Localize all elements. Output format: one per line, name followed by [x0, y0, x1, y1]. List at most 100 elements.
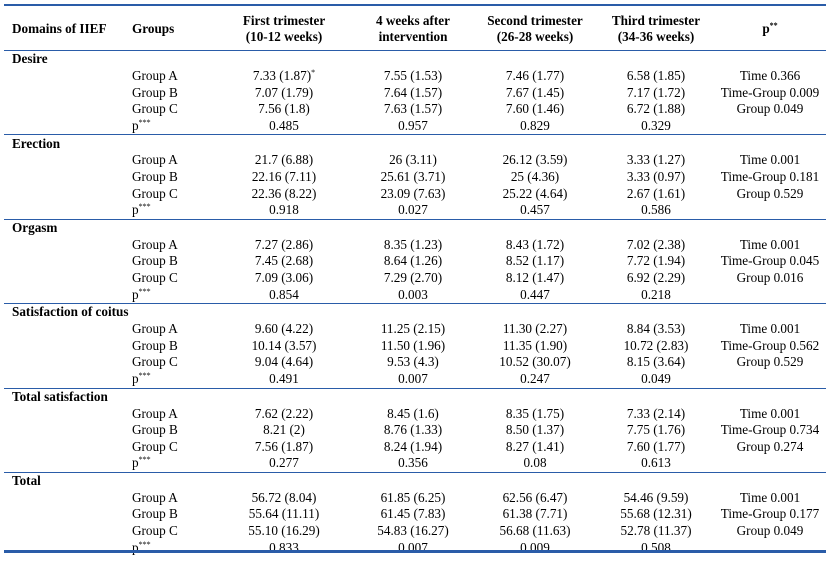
first-trimester-cell: 7.27 (2.86) [254, 236, 314, 252]
between-group-p-cell: 0.957 [398, 117, 428, 133]
p-value-row: p*** 0.918 0.027 0.457 0.586 [4, 202, 826, 219]
first-trimester-cell: 8.21 (2) [263, 422, 305, 438]
second-trimester-cell: 11.30 (2.27) [502, 321, 568, 337]
table-row: Group A 7.62 (2.22) 8.45 (1.6) 8.35 (1.75) 7… [4, 406, 826, 423]
second-trimester-cell: 10.52 (30.07) [499, 354, 571, 370]
p-value-cell: Time 0.001 [739, 489, 801, 505]
table-row: Group A 7.33 (1.87)* 7.55 (1.53) 7.46 (1.77… [4, 68, 826, 85]
between-group-p-cell: 0.009 [520, 539, 550, 555]
table-row: Group B 7.07 (1.79) 7.64 (1.57) 7.67 (1.45)… [4, 85, 826, 102]
section-title: Total [4, 471, 826, 490]
section-title: Total satisfaction [4, 387, 826, 406]
section-title: Erection [4, 134, 826, 153]
table-row: Group B 8.21 (2) 8.76 (1.33) 8.50 (1.37) 7.7… [4, 422, 826, 439]
second-trimester-cell: 8.43 (1.72) [505, 236, 565, 252]
table-row: Group B 7.45 (2.68) 8.64 (1.26) 8.52 (1.17)… [4, 253, 826, 270]
p-value-cell: Group 0.529 [736, 354, 804, 370]
second-trimester-cell: 7.46 (1.77) [505, 68, 565, 83]
p-value-cell: Time-Group 0.562 [720, 337, 820, 353]
section-row: Total satisfaction [4, 387, 826, 406]
after-intervention-cell: 7.29 (2.70) [383, 269, 443, 285]
p-label: p*** [132, 286, 151, 302]
between-group-p-cell: 0.007 [398, 370, 428, 386]
second-trimester-cell: 8.50 (1.37) [505, 422, 565, 438]
second-trimester-cell: 11.35 (1.90) [502, 337, 568, 353]
table-row: Group A 7.27 (2.86) 8.35 (1.23) 8.43 (1.72)… [4, 237, 826, 254]
second-trimester-cell: 25 (4.36) [510, 168, 560, 184]
first-trimester-cell: 55.64 (11.11) [248, 506, 320, 522]
third-trimester-cell: 7.75 (1.76) [626, 422, 686, 438]
second-trimester-cell: 62.56 (6.47) [502, 489, 568, 505]
second-trimester-cell: 8.12 (1.47) [505, 269, 565, 285]
p-value-cell: Group 0.274 [736, 438, 804, 454]
between-group-p-cell: 0.829 [520, 117, 550, 133]
third-trimester-cell: 7.60 (1.77) [626, 438, 686, 454]
header-second-trimester: Second trimester (26-28 weeks) [472, 7, 598, 51]
p-value-cell: Group 0.049 [736, 523, 804, 539]
after-intervention-cell: 7.55 (1.53) [383, 68, 443, 83]
after-intervention-cell: 61.45 (7.83) [380, 506, 446, 522]
group-cell: Group A [132, 405, 178, 421]
third-trimester-cell: 3.33 (0.97) [626, 168, 686, 184]
between-group-p-cell: 0.833 [269, 539, 299, 555]
between-group-p-cell: 0.003 [398, 286, 428, 302]
first-trimester-cell: 22.36 (8.22) [251, 185, 317, 201]
between-group-p-cell: 0.854 [269, 286, 299, 302]
table-header-row: Domains of IIEF Groups First trimester (1… [4, 7, 826, 51]
third-trimester-cell: 6.92 (2.29) [626, 269, 686, 285]
first-trimester-cell: 7.62 (2.22) [254, 405, 314, 421]
third-trimester-cell: 7.02 (2.38) [626, 236, 686, 252]
table-row: Group A 56.72 (8.04) 61.85 (6.25) 62.56 (6.… [4, 490, 826, 507]
header-groups: Groups [122, 7, 214, 51]
p-value-row: p*** 0.491 0.007 0.247 0.049 [4, 371, 826, 388]
table-row: Group B 55.64 (11.11) 61.45 (7.83) 61.38 (7… [4, 506, 826, 523]
p-value-cell: Time 0.001 [739, 236, 801, 252]
section-title: Satisfaction of coitus [4, 303, 826, 322]
first-trimester-cell: 22.16 (7.11) [251, 168, 317, 184]
between-group-p-cell: 0.08 [523, 455, 547, 471]
table-row: Group C 22.36 (8.22) 23.09 (7.63) 25.22 (4.… [4, 186, 826, 203]
third-trimester-cell: 6.58 (1.85) [626, 68, 686, 83]
p-value-cell: Time-Group 0.045 [720, 253, 820, 269]
group-cell: Group A [132, 236, 178, 252]
p-value-cell: Group 0.049 [736, 101, 804, 117]
between-group-p-cell: 0.457 [520, 202, 550, 218]
after-intervention-cell: 54.83 (16.27) [377, 523, 449, 539]
table-row: Group A 21.7 (6.88) 26 (3.11) 26.12 (3.59) 3… [4, 152, 826, 169]
group-cell: Group C [132, 438, 178, 454]
table-row: Group B 22.16 (7.11) 25.61 (3.71) 25 (4.36)… [4, 169, 826, 186]
between-group-p-cell: 0.447 [520, 286, 550, 302]
first-trimester-cell: 7.45 (2.68) [254, 253, 314, 269]
third-trimester-cell: 2.67 (1.61) [626, 185, 686, 201]
p-value-row: p*** 0.833 0.007 0.009 0.508 [4, 540, 826, 557]
section-row: Orgasm [4, 218, 826, 237]
p-value-cell: Time 0.001 [739, 321, 801, 337]
table-row: Group C 9.04 (4.64) 9.53 (4.3) 10.52 (30.07… [4, 354, 826, 371]
section-title: Orgasm [4, 218, 826, 237]
third-trimester-cell: 10.72 (2.83) [623, 337, 689, 353]
group-cell: Group B [132, 253, 178, 269]
second-trimester-cell: 61.38 (7.71) [502, 506, 568, 522]
first-trimester-cell: 56.72 (8.04) [251, 489, 317, 505]
table-row: Group A 9.60 (4.22) 11.25 (2.15) 11.30 (2.2… [4, 321, 826, 338]
first-trimester-cell: 9.04 (4.64) [254, 354, 314, 370]
p-value-cell: Time-Group 0.009 [720, 84, 820, 100]
group-cell: Group A [132, 68, 178, 83]
group-cell: Group B [132, 422, 178, 438]
second-trimester-cell: 8.35 (1.75) [505, 405, 565, 421]
second-trimester-cell: 7.67 (1.45) [505, 84, 565, 100]
group-cell: Group C [132, 101, 178, 117]
after-intervention-cell: 8.64 (1.26) [383, 253, 443, 269]
group-cell: Group B [132, 337, 178, 353]
p-value-cell: Time 0.001 [739, 405, 801, 421]
group-cell: Group A [132, 321, 178, 337]
after-intervention-cell: 8.76 (1.33) [383, 422, 443, 438]
first-trimester-cell: 10.14 (3.57) [251, 337, 317, 353]
first-trimester-cell: 7.07 (1.79) [254, 84, 314, 100]
section-row: Satisfaction of coitus [4, 303, 826, 322]
third-trimester-cell: 3.33 (1.27) [626, 152, 686, 168]
between-group-p-cell: 0.218 [641, 286, 671, 302]
third-trimester-cell: 7.72 (1.94) [626, 253, 686, 269]
header-first-trimester: First trimester (10-12 weeks) [214, 7, 354, 51]
second-trimester-cell: 26.12 (3.59) [502, 152, 568, 168]
